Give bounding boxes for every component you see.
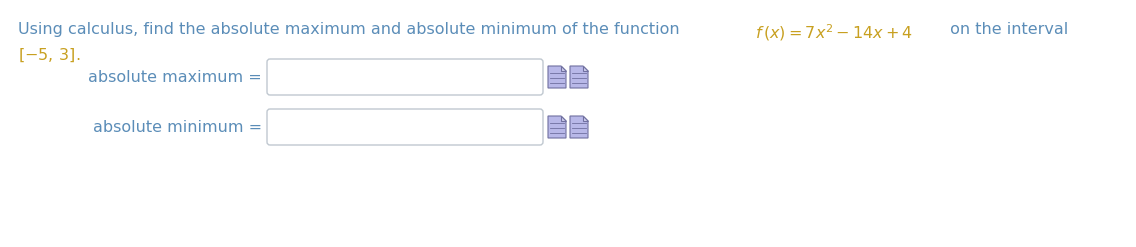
Text: on the interval: on the interval [945,22,1068,37]
Polygon shape [583,66,588,71]
FancyBboxPatch shape [267,59,543,95]
Polygon shape [583,116,588,121]
Polygon shape [570,116,588,138]
Text: absolute maximum =: absolute maximum = [89,69,262,84]
Polygon shape [561,116,566,121]
Text: Using calculus, find the absolute maximum and absolute minimum of the function: Using calculus, find the absolute maximu… [18,22,685,37]
FancyBboxPatch shape [267,109,543,145]
Polygon shape [548,116,566,138]
Polygon shape [570,66,588,88]
Polygon shape [561,66,566,71]
Text: absolute minimum =: absolute minimum = [93,120,262,135]
Polygon shape [548,66,566,88]
Text: $f\,(x) = 7x^2 - 14x + 4$: $f\,(x) = 7x^2 - 14x + 4$ [755,22,913,43]
Text: $[-5,\,3].$: $[-5,\,3].$ [18,47,81,64]
